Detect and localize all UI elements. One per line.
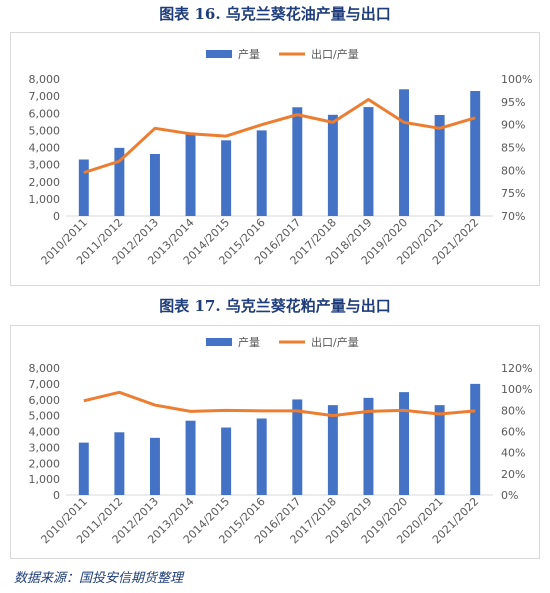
chart-panel-17: 0 1,000 2,000 3,000 4,000 5,000 6,000 7,000 8,00… bbox=[10, 325, 540, 559]
y-right-tick-label: 85% bbox=[501, 142, 525, 155]
y-right-tick-label: 95% bbox=[501, 96, 525, 109]
y-right-tick-label: 40% bbox=[501, 447, 525, 460]
y-left-tick-label: 4,000 bbox=[29, 142, 61, 155]
series-line-export-ratio bbox=[83, 98, 476, 175]
y-left-tick-label: 0 bbox=[53, 210, 60, 223]
y-left-tick-label: 8,000 bbox=[29, 73, 61, 86]
legend-label-production: 产量 bbox=[238, 335, 260, 349]
y-left-tick-label: 3,000 bbox=[29, 441, 61, 454]
bar bbox=[327, 114, 338, 216]
y-right-tick-label: 70% bbox=[501, 210, 525, 223]
y-right-tick-label: 80% bbox=[501, 404, 525, 417]
y-left-tick-label: 5,000 bbox=[29, 124, 61, 137]
bar bbox=[434, 405, 445, 495]
y-right-tick-label: 120% bbox=[501, 362, 532, 375]
y-left-tick-label: 5,000 bbox=[29, 410, 61, 423]
bar bbox=[149, 437, 160, 495]
chart-17-svg: 0 1,000 2,000 3,000 4,000 5,000 6,000 7,000 8,00… bbox=[29, 335, 533, 546]
source-note: 数据来源：国投安信期货整理 bbox=[14, 571, 184, 586]
y-left-tick-label: 1,000 bbox=[29, 193, 61, 206]
chart-title-16: 图表 16. 乌克兰葵花油产量与出口 bbox=[159, 5, 391, 23]
y-right-tick-label: 60% bbox=[501, 426, 525, 439]
bar bbox=[185, 134, 196, 216]
y-left-tick-label: 2,000 bbox=[29, 176, 61, 189]
y-right-tick-label: 80% bbox=[501, 164, 525, 177]
bar bbox=[292, 107, 303, 216]
bar bbox=[434, 114, 445, 216]
bar bbox=[221, 140, 232, 216]
bar bbox=[399, 89, 410, 216]
legend-swatch-bar bbox=[206, 50, 232, 58]
bar bbox=[363, 107, 374, 216]
bar bbox=[256, 418, 267, 495]
y-left-tick-label: 7,000 bbox=[29, 90, 61, 103]
series-line-export-ratio bbox=[83, 390, 476, 418]
bar bbox=[470, 383, 481, 495]
bar bbox=[327, 405, 338, 495]
y-right-tick-label: 90% bbox=[501, 119, 525, 132]
bar bbox=[114, 432, 125, 495]
y-right-tick-label: 100% bbox=[501, 383, 532, 396]
chart-16-svg: 0 1,000 2,000 3,000 4,000 5,000 6,000 7,000 8,00… bbox=[29, 47, 533, 267]
y-right-tick-label: 20% bbox=[501, 468, 525, 481]
y-left-tick-label: 4,000 bbox=[29, 426, 61, 439]
bar bbox=[149, 154, 160, 216]
bar bbox=[221, 427, 232, 495]
y-right-tick-label: 75% bbox=[501, 187, 525, 200]
y-left-tick-label: 6,000 bbox=[29, 394, 61, 407]
y-right-tick-label: 0% bbox=[501, 489, 518, 502]
bar bbox=[399, 392, 410, 495]
bar bbox=[363, 397, 374, 495]
bar bbox=[470, 90, 481, 216]
bar bbox=[185, 420, 196, 495]
bar bbox=[292, 399, 303, 495]
chart-panel-16: 0 1,000 2,000 3,000 4,000 5,000 6,000 7,000 8,00… bbox=[10, 32, 540, 286]
y-left-tick-label: 8,000 bbox=[29, 362, 61, 375]
y-left-tick-label: 1,000 bbox=[29, 473, 61, 486]
y-right-tick-label: 100% bbox=[501, 73, 532, 86]
y-left-tick-label: 6,000 bbox=[29, 107, 61, 120]
y-left-tick-label: 0 bbox=[53, 489, 60, 502]
y-left-tick-label: 2,000 bbox=[29, 457, 61, 470]
y-left-tick-label: 3,000 bbox=[29, 159, 61, 172]
chart-title-17: 图表 17. 乌克兰葵花粕产量与出口 bbox=[159, 297, 391, 315]
legend-label-export-ratio: 出口/产量 bbox=[311, 47, 359, 61]
legend-swatch-bar bbox=[206, 338, 232, 346]
legend-label-export-ratio: 出口/产量 bbox=[311, 335, 359, 349]
bar bbox=[114, 147, 125, 216]
bar bbox=[78, 442, 89, 495]
legend-label-production: 产量 bbox=[238, 47, 260, 61]
bar bbox=[256, 130, 267, 216]
y-left-tick-label: 7,000 bbox=[29, 378, 61, 391]
bar bbox=[78, 159, 89, 216]
